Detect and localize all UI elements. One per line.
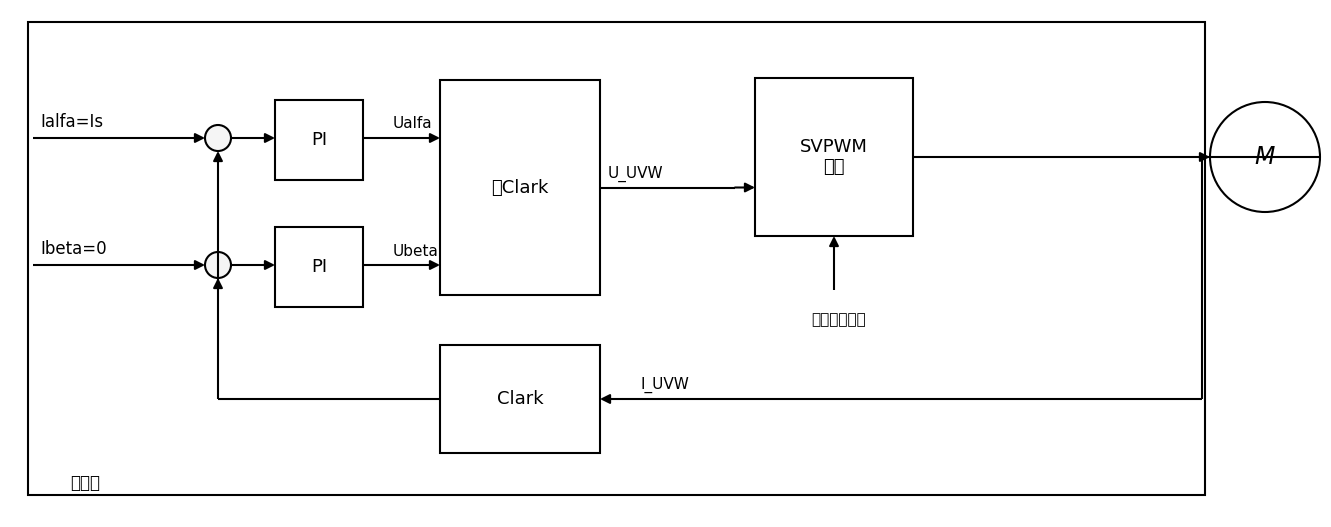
Bar xyxy=(28,22,1205,495)
Text: M: M xyxy=(1255,145,1275,169)
Text: PI: PI xyxy=(311,131,327,149)
Text: Ialfa=Is: Ialfa=Is xyxy=(40,113,102,131)
Bar xyxy=(276,100,363,180)
Bar xyxy=(441,345,600,453)
Bar xyxy=(441,80,600,295)
Text: Ualfa: Ualfa xyxy=(393,116,433,132)
Text: 逢Clark: 逢Clark xyxy=(491,179,548,197)
Text: SVPWM
逢变: SVPWM 逢变 xyxy=(800,138,868,177)
Bar xyxy=(755,78,913,236)
Text: 开关状态控制: 开关状态控制 xyxy=(812,313,866,327)
Text: Ibeta=0: Ibeta=0 xyxy=(40,240,106,258)
Text: PI: PI xyxy=(311,258,327,276)
Text: 驱动器: 驱动器 xyxy=(71,474,100,492)
Bar xyxy=(276,227,363,307)
Text: Ubeta: Ubeta xyxy=(393,243,439,259)
Circle shape xyxy=(205,252,232,278)
Text: U_UVW: U_UVW xyxy=(608,165,664,182)
Text: Clark: Clark xyxy=(496,390,543,408)
Circle shape xyxy=(205,125,232,151)
Text: I_UVW: I_UVW xyxy=(640,377,689,393)
